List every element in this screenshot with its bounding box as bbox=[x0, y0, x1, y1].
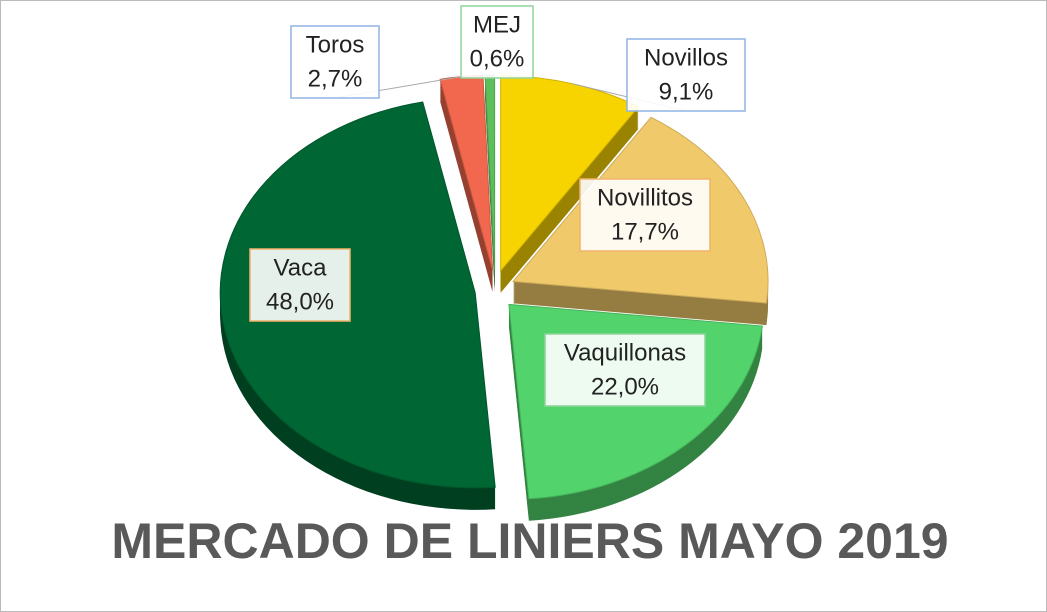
label-box bbox=[290, 25, 380, 99]
value-label: 48,0% bbox=[266, 288, 334, 315]
chart-title: MERCADO DE LINIERS MAYO 2019 bbox=[111, 513, 948, 569]
label-box bbox=[579, 178, 711, 252]
category-label: MEJ bbox=[473, 11, 521, 38]
value-label: 9,1% bbox=[659, 78, 714, 105]
category-label: Toros bbox=[306, 31, 365, 58]
category-label: Vaca bbox=[274, 254, 328, 281]
label-box bbox=[460, 5, 534, 79]
label-box bbox=[544, 333, 706, 407]
slice bbox=[219, 101, 496, 489]
label-box bbox=[626, 38, 746, 112]
label-box bbox=[249, 248, 351, 322]
category-label: Novillos bbox=[644, 44, 728, 71]
value-label: 2,7% bbox=[308, 65, 363, 92]
value-label: 17,7% bbox=[611, 218, 679, 245]
category-label: Vaquillonas bbox=[564, 339, 686, 366]
value-label: 0,6% bbox=[470, 45, 525, 72]
category-label: Novillitos bbox=[597, 184, 693, 211]
value-label: 22,0% bbox=[591, 373, 659, 400]
